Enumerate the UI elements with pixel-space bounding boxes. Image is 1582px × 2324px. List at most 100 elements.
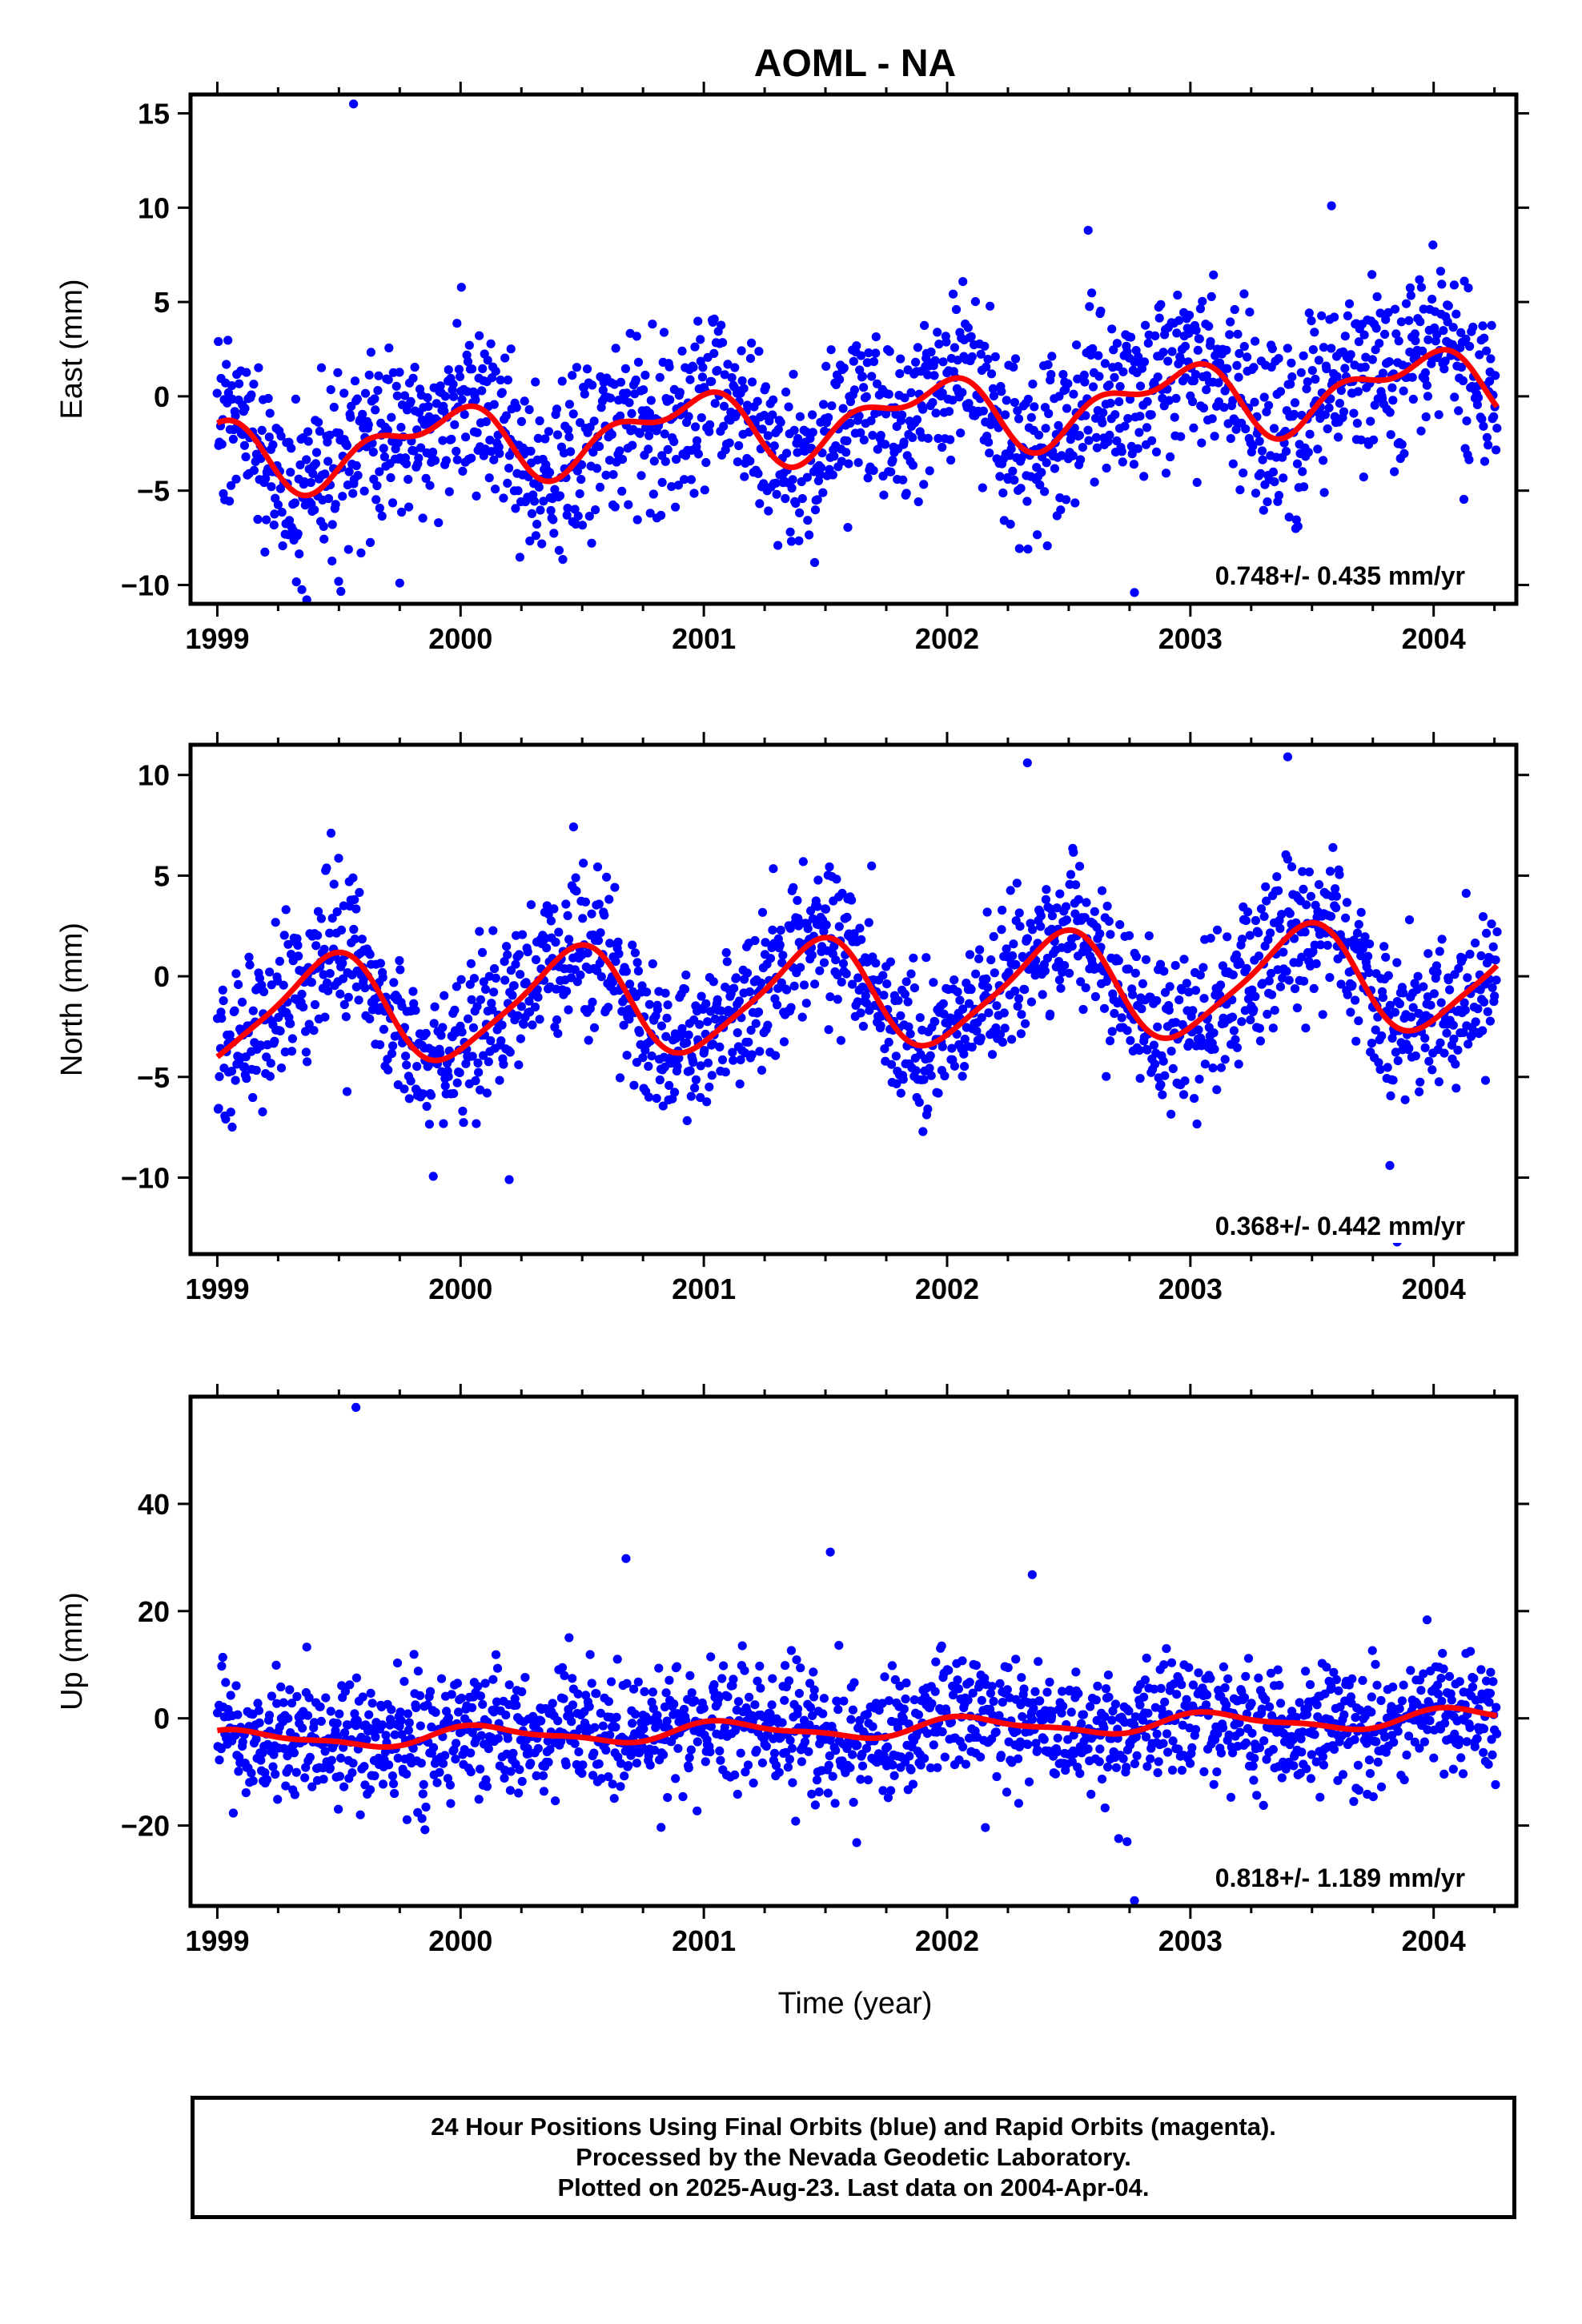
east-data-point xyxy=(1219,403,1229,412)
up-data-point xyxy=(452,1679,463,1688)
east-data-point xyxy=(844,459,853,468)
up-data-point xyxy=(392,1659,403,1668)
east-data-point xyxy=(734,440,744,451)
north-data-point xyxy=(673,1061,682,1071)
east-data-point xyxy=(1042,458,1051,468)
east-data-point xyxy=(485,436,495,445)
up-data-point xyxy=(592,1689,601,1699)
east-data-point xyxy=(1269,424,1279,433)
north-data-point xyxy=(1009,939,1018,949)
east-data-point xyxy=(958,277,968,287)
north-data-point xyxy=(319,944,329,954)
north-outlier-point xyxy=(504,1175,514,1184)
up-data-point xyxy=(889,1771,899,1780)
north-data-point xyxy=(1046,924,1057,934)
up-data-point xyxy=(1367,1707,1376,1717)
north-y-tick-label: 0 xyxy=(154,960,170,993)
north-data-point xyxy=(984,1008,994,1018)
north-data-point xyxy=(837,977,846,987)
up-data-point xyxy=(839,1696,849,1706)
north-data-point xyxy=(1158,1056,1168,1066)
up-data-point xyxy=(882,1742,893,1751)
up-data-point xyxy=(852,1838,861,1848)
north-data-point xyxy=(1420,1043,1430,1052)
up-data-point xyxy=(1310,1730,1319,1739)
up-data-point xyxy=(605,1731,615,1740)
north-data-point xyxy=(1006,886,1015,895)
north-data-point xyxy=(554,927,564,937)
up-data-point xyxy=(279,1743,289,1753)
east-data-point xyxy=(838,404,848,413)
east-data-point xyxy=(392,391,402,400)
up-data-point xyxy=(578,1760,588,1770)
up-data-point xyxy=(310,1718,319,1727)
east-data-point xyxy=(859,435,869,445)
east-data-point xyxy=(564,432,574,442)
north-data-point xyxy=(997,925,1006,935)
east-data-point xyxy=(1164,396,1174,405)
up-data-point xyxy=(564,1633,574,1642)
up-data-point xyxy=(848,1750,857,1759)
up-data-point xyxy=(1354,1786,1363,1795)
north-data-point xyxy=(1415,1087,1424,1096)
north-data-point xyxy=(225,1030,235,1039)
north-data-point xyxy=(1378,992,1387,1003)
north-data-point xyxy=(322,863,331,873)
up-data-point xyxy=(756,1683,765,1693)
up-data-point xyxy=(1034,1657,1043,1667)
east-data-point xyxy=(286,468,295,477)
north-data-point xyxy=(404,1094,414,1104)
up-data-point xyxy=(512,1700,521,1710)
east-data-point xyxy=(1352,418,1362,428)
east-data-point xyxy=(1319,343,1328,352)
north-data-point xyxy=(356,970,366,979)
north-data-point xyxy=(1041,895,1050,904)
east-data-point xyxy=(277,508,287,517)
east-data-point xyxy=(444,365,453,375)
east-data-point xyxy=(1452,309,1461,319)
north-data-point xyxy=(1461,888,1471,899)
east-data-point xyxy=(438,436,448,445)
up-data-point xyxy=(685,1753,694,1763)
east-data-point xyxy=(535,416,544,426)
east-data-point xyxy=(270,509,279,519)
up-data-point xyxy=(1254,1673,1263,1683)
north-data-point xyxy=(600,911,609,920)
north-data-point xyxy=(750,935,760,946)
up-data-point xyxy=(863,1775,873,1785)
east-data-point xyxy=(705,427,714,436)
east-data-point xyxy=(912,415,922,424)
up-data-point xyxy=(445,1780,456,1790)
up-data-point xyxy=(1058,1702,1068,1711)
east-data-point xyxy=(364,370,374,380)
north-data-point xyxy=(728,1047,737,1057)
north-data-point xyxy=(1130,968,1140,978)
up-data-point xyxy=(753,1676,762,1686)
up-data-point xyxy=(1139,1692,1149,1702)
east-data-point xyxy=(1023,545,1033,554)
up-data-point xyxy=(861,1743,871,1753)
east-data-point xyxy=(360,388,371,398)
north-data-point xyxy=(1036,911,1046,921)
east-data-point xyxy=(533,433,543,444)
up-data-point xyxy=(1163,1747,1173,1757)
east-data-point xyxy=(503,375,513,385)
east-data-point xyxy=(789,425,799,435)
east-data-point xyxy=(1305,429,1315,439)
up-data-point xyxy=(624,1761,633,1771)
east-data-point xyxy=(1102,463,1111,473)
up-data-point xyxy=(504,1680,514,1690)
up-data-point xyxy=(1289,1761,1299,1771)
east-data-point xyxy=(632,515,642,525)
north-data-point xyxy=(469,974,480,983)
north-data-point xyxy=(1070,909,1080,919)
up-data-point xyxy=(585,1650,595,1659)
east-data-point xyxy=(665,362,674,372)
north-data-point xyxy=(847,979,857,989)
north-data-point xyxy=(710,1014,721,1024)
east-data-point xyxy=(217,440,227,449)
up-data-point xyxy=(300,1773,310,1783)
north-data-point xyxy=(1036,922,1046,931)
up-data-point xyxy=(271,1769,280,1779)
north-data-point xyxy=(546,916,556,926)
